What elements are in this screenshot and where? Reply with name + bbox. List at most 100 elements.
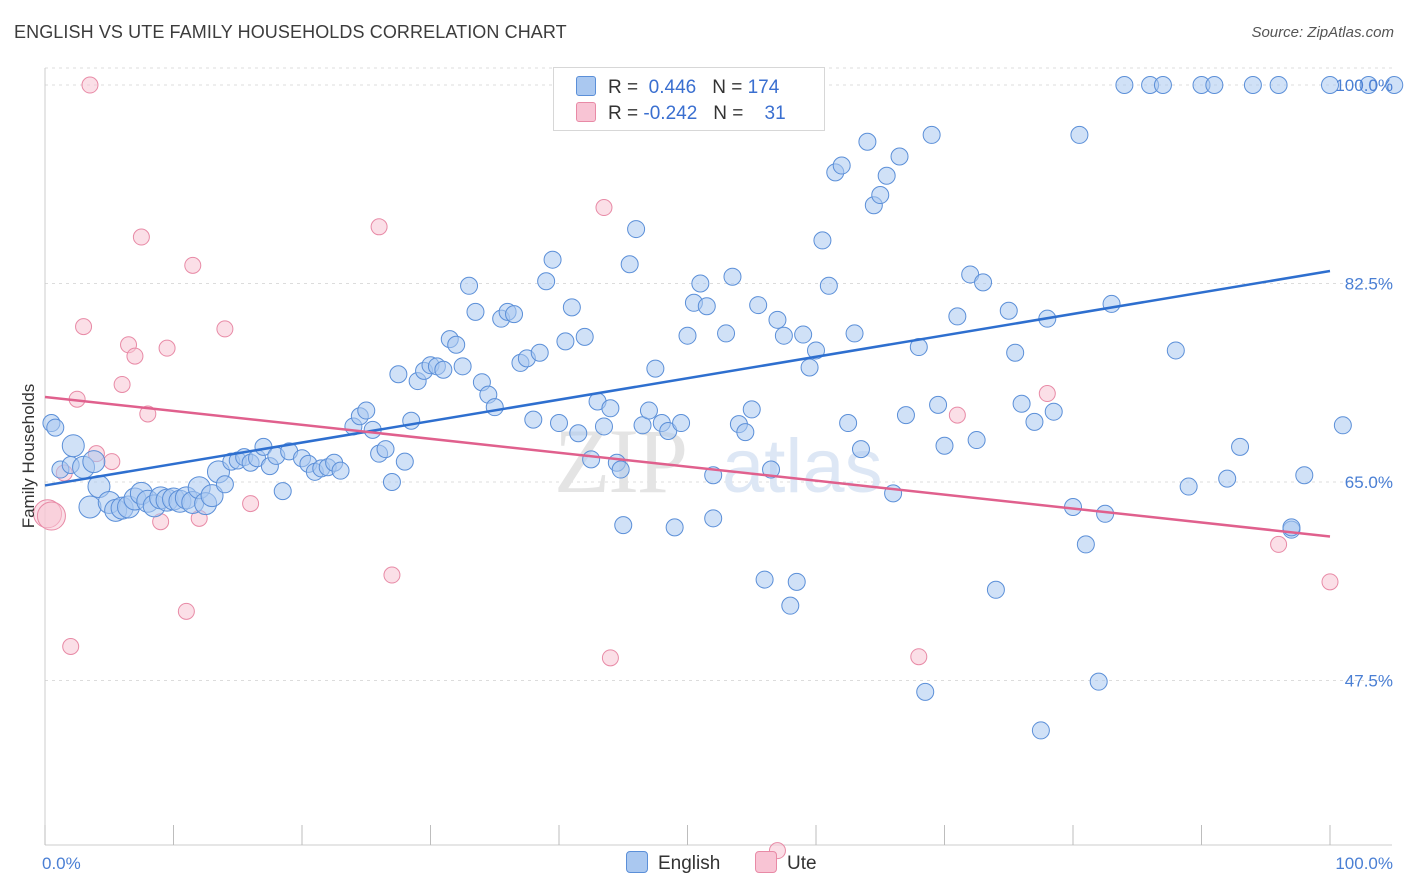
english-point bbox=[755, 570, 774, 589]
y-tick-label: 100.0% bbox=[1335, 76, 1393, 95]
english-point bbox=[620, 255, 639, 274]
english-point bbox=[82, 450, 106, 474]
ute-point bbox=[177, 602, 195, 620]
english-point bbox=[402, 411, 421, 430]
r-value-english: 0.446 bbox=[648, 77, 697, 98]
english-point bbox=[582, 450, 601, 469]
y-tick-label: 65.0% bbox=[1345, 473, 1393, 492]
ute-point bbox=[62, 637, 80, 655]
ute-legend-label: Ute bbox=[787, 853, 817, 874]
ute-point bbox=[36, 501, 66, 531]
english-point bbox=[935, 436, 954, 455]
ute-point bbox=[1270, 535, 1288, 553]
english-point bbox=[819, 276, 838, 295]
ute-point bbox=[1321, 573, 1339, 591]
correlation-legend: R = 0.446 N = 174 R = -0.242 N = 31 bbox=[553, 67, 825, 131]
ute-point bbox=[126, 347, 144, 365]
legend-item-english[interactable]: English bbox=[626, 851, 720, 875]
english-point bbox=[948, 307, 967, 326]
english-point bbox=[807, 341, 825, 360]
n-value-ute: 31 bbox=[764, 103, 786, 124]
english-point bbox=[1153, 76, 1172, 95]
ute-point bbox=[81, 76, 99, 94]
english-point bbox=[46, 418, 65, 437]
trend-lines bbox=[44, 269, 1331, 538]
n-label: N = bbox=[712, 77, 743, 98]
english-point bbox=[871, 186, 890, 205]
english-point bbox=[594, 417, 613, 436]
ute-legend-swatch bbox=[755, 851, 777, 873]
english-point bbox=[505, 305, 524, 324]
english-point bbox=[1102, 294, 1121, 313]
english-point bbox=[639, 401, 658, 420]
x-tick-label-min: 0.0% bbox=[42, 854, 81, 873]
ute-point bbox=[75, 318, 93, 336]
english-point bbox=[1243, 76, 1262, 95]
ute-point bbox=[242, 495, 260, 513]
english-point bbox=[961, 265, 980, 284]
ute-point bbox=[383, 566, 401, 584]
ute-point bbox=[139, 405, 157, 423]
ute-point bbox=[113, 375, 131, 393]
english-point bbox=[569, 424, 588, 443]
english-point bbox=[524, 410, 543, 429]
english-point bbox=[678, 326, 697, 345]
english-point bbox=[691, 274, 710, 293]
english-point bbox=[813, 231, 832, 250]
r-value-ute: -0.242 bbox=[643, 103, 698, 124]
english-point bbox=[1359, 76, 1378, 95]
english-point bbox=[1115, 76, 1134, 95]
ute-swatch bbox=[576, 102, 596, 122]
english-point bbox=[832, 156, 851, 175]
english-point bbox=[646, 359, 665, 378]
ute-point bbox=[370, 218, 388, 236]
english-legend-swatch bbox=[626, 851, 648, 873]
english-point bbox=[357, 401, 376, 420]
english-point bbox=[986, 580, 1005, 599]
axes bbox=[44, 68, 1392, 846]
english-point bbox=[1333, 416, 1352, 435]
english-point bbox=[78, 495, 102, 519]
english-point bbox=[1166, 341, 1185, 360]
ute-point bbox=[948, 406, 966, 424]
english-point bbox=[331, 461, 350, 480]
english-point bbox=[395, 452, 414, 471]
english-point bbox=[659, 421, 678, 440]
ute-point bbox=[132, 228, 150, 246]
legend-item-ute[interactable]: Ute bbox=[755, 851, 817, 875]
english-point bbox=[460, 276, 479, 295]
english-trend-line bbox=[44, 269, 1331, 487]
english-point bbox=[890, 147, 909, 166]
ute-point bbox=[1038, 385, 1056, 403]
y-axis-title: Family Households bbox=[19, 384, 38, 529]
ute-point bbox=[601, 649, 619, 667]
n-label: N = bbox=[713, 103, 744, 124]
english-point bbox=[1012, 394, 1031, 413]
english-point bbox=[974, 273, 993, 292]
english-point bbox=[61, 434, 85, 458]
ute-point bbox=[103, 453, 121, 471]
english-point bbox=[967, 431, 986, 450]
english-point bbox=[845, 324, 864, 343]
english-point bbox=[382, 473, 401, 492]
ute-point bbox=[910, 648, 928, 666]
english-point bbox=[1218, 469, 1237, 488]
english-point bbox=[1321, 76, 1339, 95]
english-point bbox=[762, 460, 781, 479]
english-point bbox=[704, 509, 723, 528]
english-point bbox=[453, 357, 472, 376]
english-point bbox=[851, 440, 870, 459]
english-point bbox=[665, 518, 684, 537]
english-point bbox=[1231, 437, 1250, 456]
english-point bbox=[916, 682, 935, 701]
english-point bbox=[1295, 466, 1314, 485]
x-tick-label-max: 100.0% bbox=[1335, 854, 1393, 873]
english-series bbox=[42, 76, 1404, 740]
english-point bbox=[1070, 125, 1089, 144]
english-point bbox=[749, 296, 768, 315]
english-point bbox=[1089, 672, 1108, 691]
english-point bbox=[389, 365, 408, 384]
english-point bbox=[601, 399, 620, 418]
english-point bbox=[768, 310, 787, 329]
